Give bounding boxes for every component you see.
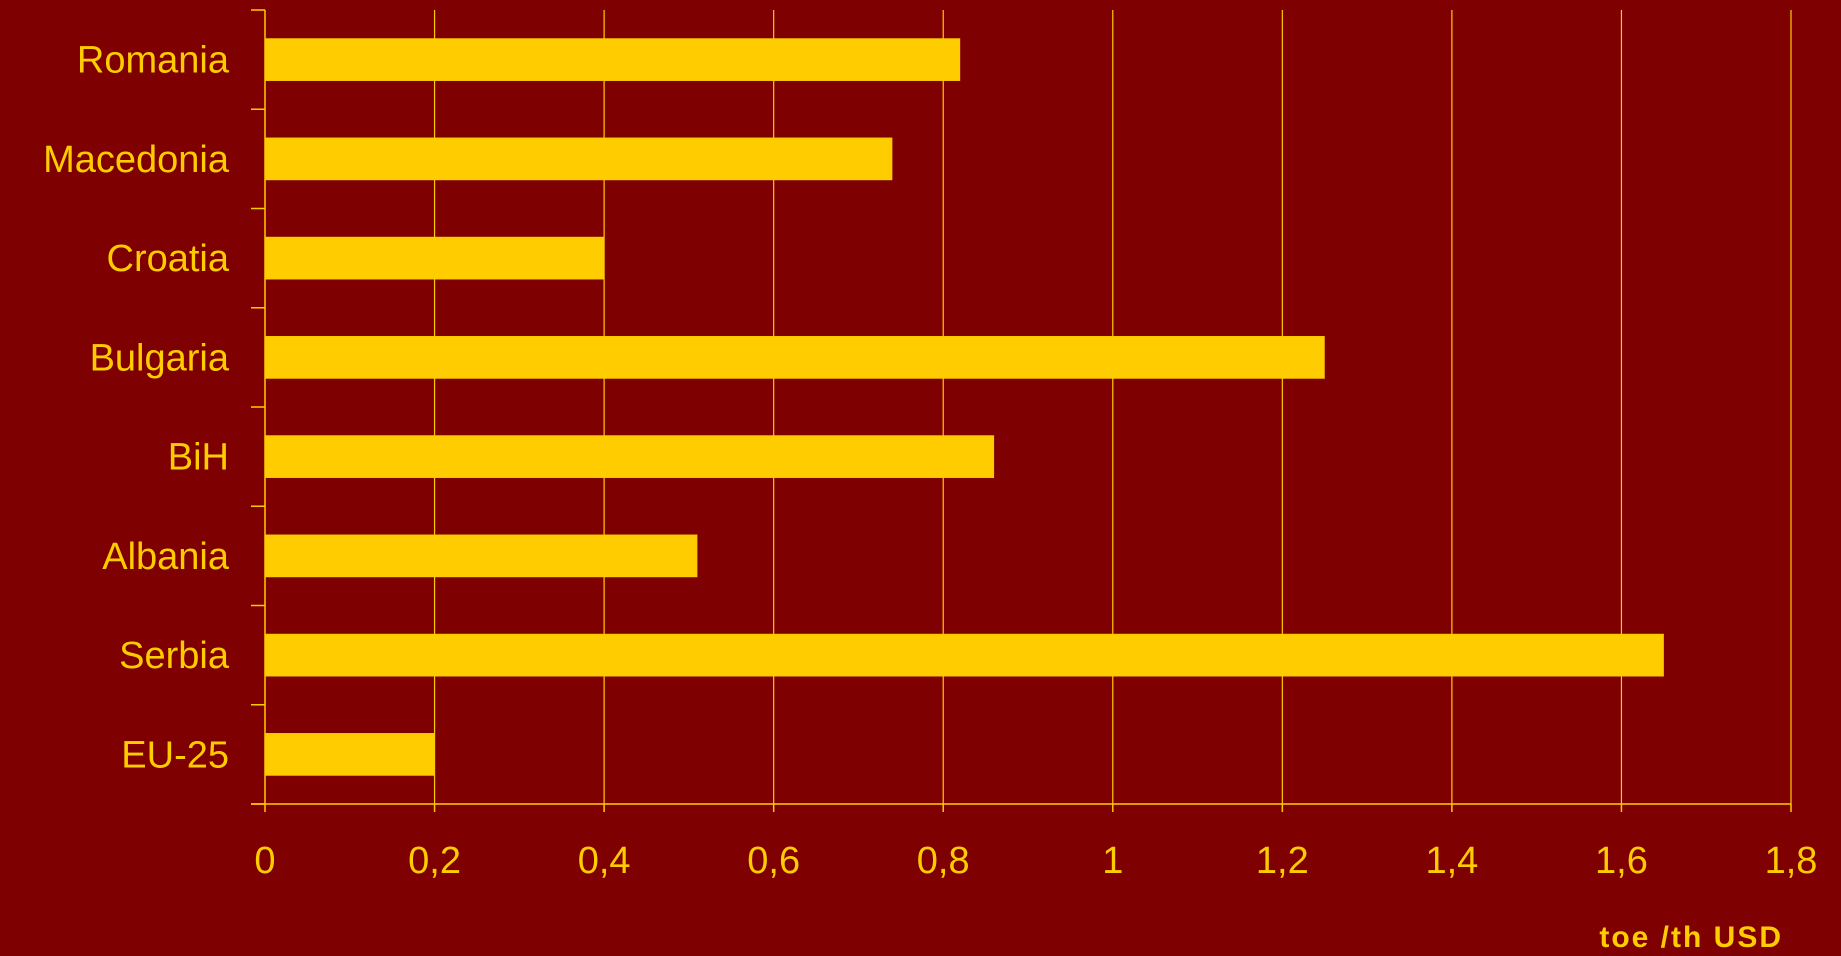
x-tick-label: 0,8	[917, 840, 970, 882]
grid-lines	[433, 10, 1792, 804]
category-label: Albania	[102, 536, 230, 578]
category-label: Croatia	[107, 238, 230, 280]
bars	[265, 38, 1664, 776]
x-tick-labels: 0 0,2 0,4 0,6 0,8 1 1,2 1,4 1,6 1,8	[254, 840, 1817, 882]
bar-serbia	[265, 633, 1664, 677]
x-tick-label: 0	[254, 840, 275, 882]
x-tick-label: 1,8	[1765, 840, 1818, 882]
category-label: BiH	[168, 437, 229, 479]
bar-romania	[265, 38, 961, 81]
x-tick-label: 0,6	[747, 840, 800, 882]
axes	[251, 9, 1792, 812]
bar-eu-25	[265, 733, 435, 776]
bar-bih	[265, 435, 995, 478]
bar-croatia	[265, 236, 605, 280]
category-label: Bulgaria	[90, 337, 230, 379]
bar-albania	[265, 534, 698, 578]
x-tick-label: 1	[1102, 840, 1123, 882]
bar-bulgaria	[265, 336, 1325, 379]
x-tick-label: 1,2	[1256, 840, 1309, 882]
x-tick-label: 1,6	[1595, 840, 1648, 882]
category-labels: Romania Macedonia Croatia Bulgaria BiH Albani…	[43, 40, 230, 777]
category-label: EU-25	[121, 734, 229, 776]
category-label: Romania	[77, 40, 230, 82]
category-label: Serbia	[119, 635, 230, 677]
x-tick-label: 1,4	[1425, 840, 1478, 882]
bar-macedonia	[265, 137, 893, 181]
category-label: Macedonia	[43, 139, 230, 181]
x-tick-label: 0,2	[408, 840, 461, 882]
x-axis-label: toe /th USD	[1599, 921, 1783, 951]
x-tick-label: 0,4	[578, 840, 631, 882]
